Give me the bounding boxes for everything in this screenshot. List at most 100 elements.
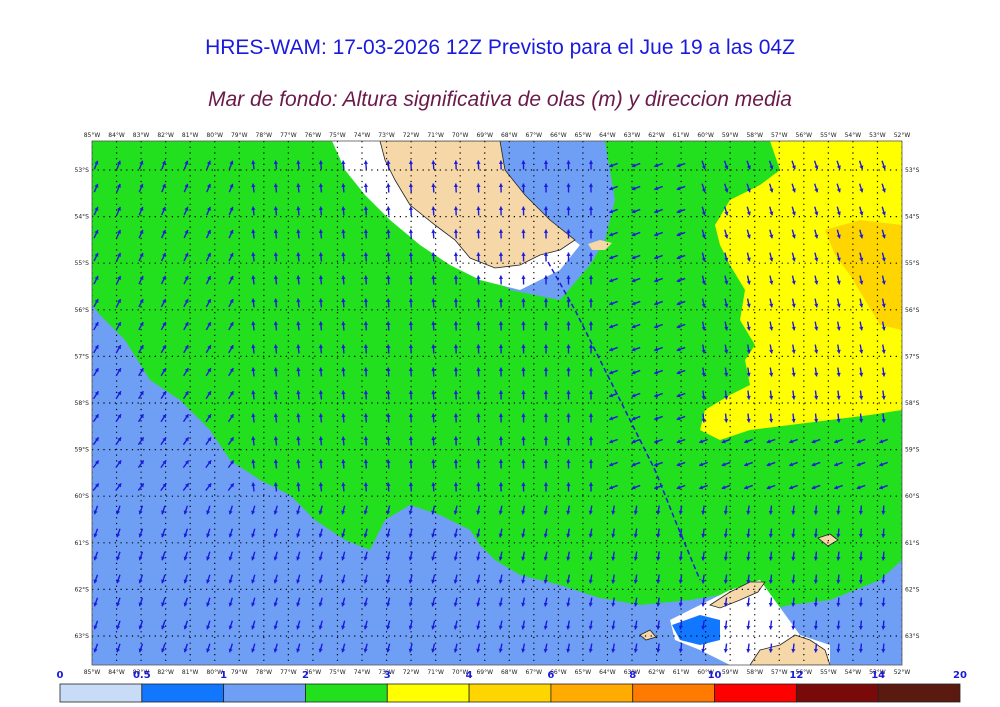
wave-direction-arrow: [699, 438, 708, 444]
wave-direction-arrow: [251, 574, 256, 584]
wave-direction-arrow: [318, 344, 324, 354]
wave-direction-arrow: [318, 620, 323, 630]
wave-direction-arrow: [476, 229, 481, 239]
wave-direction-arrow: [318, 390, 324, 400]
wave-direction-arrow: [296, 321, 301, 331]
wave-direction-arrow: [611, 620, 616, 630]
wave-direction-arrow: [836, 183, 841, 193]
wave-direction-arrow: [588, 528, 593, 538]
wave-direction-arrow: [160, 459, 167, 469]
longitude-tick-label: 62°W: [648, 669, 665, 676]
wave-direction-arrow: [116, 620, 121, 630]
wave-direction-arrow: [631, 300, 641, 306]
wave-direction-arrow: [296, 597, 301, 607]
wave-direction-arrow: [93, 229, 99, 239]
colorbar-tick-label: 1: [220, 670, 227, 681]
wave-direction-arrow: [521, 321, 526, 331]
wave-direction-arrow: [363, 367, 369, 377]
wave-direction-arrow: [341, 298, 346, 308]
longitude-tick-label: 71°W: [427, 669, 444, 676]
latitude-tick-label: 63°S: [905, 633, 920, 640]
wave-direction-arrow: [676, 277, 686, 283]
longitude-tick-label: 79°W: [231, 132, 248, 139]
wave-direction-arrow: [431, 643, 436, 653]
wave-direction-arrow: [228, 528, 234, 538]
wave-direction-arrow: [431, 528, 436, 538]
wave-direction-arrow: [631, 162, 641, 168]
longitude-tick-label: 54°W: [845, 132, 862, 139]
wave-direction-arrow: [498, 436, 504, 446]
wave-direction-arrow: [856, 461, 866, 467]
wave-direction-arrow: [609, 323, 618, 329]
wave-direction-arrow: [789, 461, 798, 467]
wave-direction-arrow: [116, 183, 121, 193]
wave-direction-arrow: [724, 229, 729, 239]
wave-direction-arrow: [836, 298, 841, 308]
wave-direction-arrow: [476, 252, 481, 262]
wave-direction-arrow: [138, 620, 144, 630]
wave-direction-arrow: [318, 206, 324, 216]
wave-direction-arrow: [296, 505, 301, 515]
wave-direction-arrow: [543, 390, 549, 400]
wave-direction-arrow: [363, 459, 369, 469]
wave-direction-arrow: [656, 597, 661, 607]
wave-direction-arrow: [859, 390, 864, 400]
wave-direction-arrow: [431, 160, 436, 170]
wave-direction-arrow: [138, 574, 144, 584]
wave-direction-arrow: [137, 459, 145, 469]
wave-direction-arrow: [273, 574, 278, 584]
wave-band-05-1m: [672, 615, 720, 645]
wave-direction-arrow: [206, 551, 211, 561]
wave-direction-arrow: [273, 620, 278, 630]
land-south-shetland-islands: [709, 581, 766, 609]
wave-direction-arrow: [609, 185, 618, 191]
wave-direction-arrow: [431, 252, 436, 262]
wave-direction-arrow: [341, 505, 346, 515]
wave-direction-arrow: [228, 160, 234, 170]
wave-direction-arrow: [746, 390, 751, 400]
wave-direction-arrow: [836, 413, 841, 423]
wave-direction-arrow: [746, 183, 751, 193]
wave-direction-arrow: [273, 275, 279, 285]
wave-direction-arrow: [543, 367, 549, 377]
colorbar-tick-label: 0: [57, 670, 64, 681]
wave-direction-arrow: [521, 344, 526, 354]
latitude-tick-label: 57°S: [75, 353, 90, 360]
wave-direction-arrow: [676, 346, 686, 352]
wave-direction-arrow: [836, 620, 841, 630]
wave-direction-arrow: [160, 436, 167, 446]
wave-direction-arrow: [521, 551, 526, 561]
wave-direction-arrow: [814, 206, 819, 216]
wave-direction-arrow: [676, 438, 686, 444]
wave-direction-arrow: [251, 252, 256, 262]
wave-direction-arrow: [543, 436, 549, 446]
wave-direction-arrow: [814, 321, 819, 331]
wave-direction-arrow: [521, 367, 526, 377]
wave-direction-arrow: [881, 413, 886, 423]
wave-direction-arrows: [92, 160, 888, 653]
wave-direction-arrow: [654, 231, 663, 237]
wave-direction-arrow: [656, 620, 661, 630]
wave-direction-arrow: [408, 505, 413, 515]
wave-direction-arrow: [363, 551, 368, 561]
wave-direction-arrow: [273, 459, 279, 469]
wave-direction-arrow: [701, 367, 706, 377]
wave-direction-arrow: [273, 643, 278, 653]
wave-direction-arrow: [768, 183, 774, 193]
wave-direction-arrow: [543, 160, 549, 170]
wave-direction-arrow: [543, 459, 549, 469]
wave-direction-arrow: [296, 206, 301, 216]
longitude-tick-label: 73°W: [378, 669, 395, 676]
colorbar-swatch: [632, 683, 715, 703]
wave-direction-arrow: [273, 206, 279, 216]
wave-direction-arrow: [453, 229, 459, 239]
wave-direction-arrow: [701, 643, 706, 653]
wave-direction-arrow: [251, 459, 256, 469]
wave-direction-arrow: [363, 160, 369, 170]
wave-direction-arrow: [138, 321, 144, 331]
wave-direction-arrow: [183, 183, 189, 193]
wave-direction-arrow: [633, 551, 638, 561]
wave-direction-arrow: [521, 528, 526, 538]
wave-direction-arrow: [206, 643, 211, 653]
wave-direction-arrow: [296, 160, 301, 170]
